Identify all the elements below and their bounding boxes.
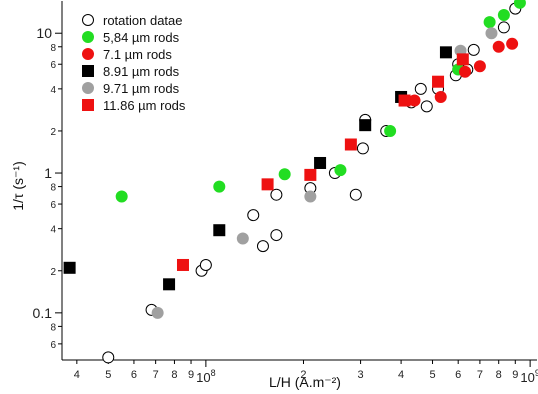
y-tick-label: 4 (50, 85, 56, 96)
data-point (270, 229, 283, 242)
data-point (456, 53, 469, 66)
x-tick-label: 9 (188, 369, 194, 381)
data-point (497, 21, 510, 34)
data-point (304, 190, 317, 203)
y-tick-label: 6 (50, 200, 56, 211)
data-point (176, 258, 189, 271)
x-tick-label: 4 (398, 369, 404, 381)
y-tick-label: 8 (50, 183, 56, 194)
data-point (439, 46, 452, 59)
legend-label: rotation datae (103, 13, 183, 28)
y-tick-label: 1 (44, 165, 52, 181)
x-tick-label: 7 (153, 369, 159, 381)
data-point (408, 94, 421, 107)
data-point (199, 258, 212, 271)
data-point (344, 138, 357, 151)
x-tick-label: 5 (105, 369, 111, 381)
y-tick-label: 6 (50, 60, 56, 71)
data-point (414, 82, 427, 95)
data-point (270, 188, 283, 201)
data-point (256, 240, 269, 253)
x-tick-label: 3 (358, 369, 364, 381)
y-tick-label: 6 (50, 340, 56, 351)
data-point (434, 90, 447, 103)
legend-item: 5,84 µm rods (82, 30, 180, 45)
data-point (334, 164, 347, 177)
x-tick-label: 6 (131, 369, 137, 381)
data-point (513, 0, 526, 9)
data-point (115, 190, 128, 203)
legend-marker (82, 99, 94, 111)
y-tick-label: 8 (50, 322, 56, 333)
y-tick-label: 8 (50, 43, 56, 54)
x-tick-label: 2 (300, 369, 306, 381)
legend-label: 7.1 µm rods (103, 47, 172, 62)
data-point (356, 142, 369, 155)
y-tick-label: 2 (50, 127, 56, 138)
legend: rotation datae 5,84 µm rods 7.1 µm rods 8.9… (82, 13, 186, 113)
x-tick-label: 4 (74, 369, 80, 381)
x-tick-label: 8 (496, 369, 502, 381)
y-tick-label: 2 (50, 267, 56, 278)
x-axis-title: L/H (A.m⁻²) (269, 374, 341, 390)
data-point (432, 75, 445, 88)
data-point (483, 16, 496, 29)
x-tick-label: 8 (171, 369, 177, 381)
data-point (213, 180, 226, 193)
data-point (420, 100, 433, 113)
data-point (213, 224, 226, 237)
data-point (467, 43, 480, 56)
data-point (459, 65, 472, 78)
legend-item: 11.86 µm rods (82, 98, 186, 113)
legend-item: rotation datae (82, 13, 183, 28)
legend-label: 9.71 µm rods (103, 81, 180, 96)
legend-marker (82, 48, 94, 60)
data-point (314, 156, 327, 169)
data-point (492, 40, 505, 53)
legend-item: 9.71 µm rods (82, 81, 180, 96)
y-tick-label: 4 (50, 225, 56, 236)
data-point (349, 188, 362, 201)
legend-label: 11.86 µm rods (103, 98, 186, 113)
x-tick-label: 5 (429, 369, 435, 381)
data-point (151, 306, 164, 319)
data-point (384, 124, 397, 137)
data-point (102, 351, 115, 364)
data-point (506, 37, 519, 50)
data-point (247, 209, 260, 222)
data-point (485, 27, 498, 40)
y-tick-label: 10 (36, 25, 52, 41)
legend-marker (82, 65, 94, 77)
legend-label: 5,84 µm rods (103, 30, 180, 45)
legend-item: 7.1 µm rods (82, 47, 172, 62)
data-point (398, 94, 411, 107)
legend-label: 8.91 µm rods (103, 64, 180, 79)
x-decade-label: 109 (520, 368, 538, 385)
y-tick-label: 0.1 (33, 305, 53, 321)
legend-marker (82, 82, 94, 94)
data-point (473, 60, 486, 73)
x-tick-label: 7 (477, 369, 483, 381)
y-axis-title: 1/τ (s⁻¹) (10, 161, 26, 210)
data-point (261, 178, 274, 191)
data-point (236, 232, 249, 245)
x-tick-label: 6 (455, 369, 461, 381)
data-point (359, 119, 372, 132)
data-point (63, 261, 76, 274)
data-point (163, 278, 176, 291)
data-point (304, 168, 317, 181)
tick-marks (55, 32, 531, 367)
legend-item: 8.91 µm rods (82, 64, 180, 79)
data-point (278, 168, 291, 181)
legend-marker (82, 14, 94, 26)
data-points (63, 0, 526, 364)
x-tick-label: 9 (512, 369, 518, 381)
legend-marker (82, 31, 94, 43)
x-decade-label: 108 (196, 368, 215, 385)
data-point (497, 8, 510, 21)
